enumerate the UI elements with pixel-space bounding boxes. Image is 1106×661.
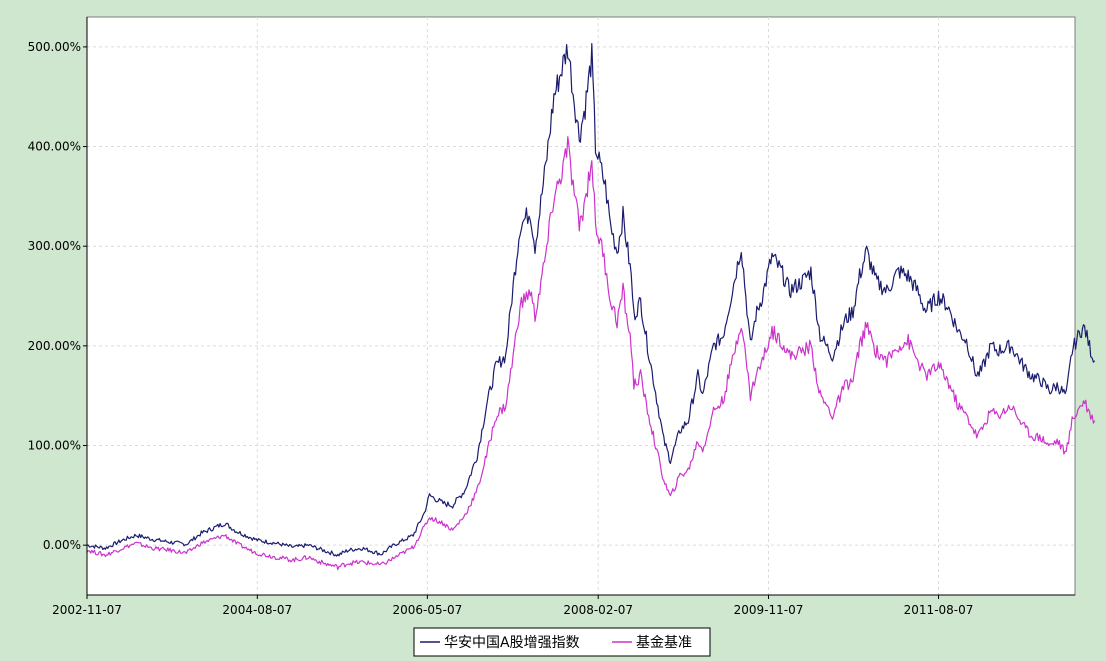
legend-box <box>413 627 711 657</box>
legend-label-series-1: 华安中国A股增强指数 <box>444 635 580 651</box>
y-tick-label: 0.00% <box>43 538 81 552</box>
y-tick-label: 200.00% <box>28 339 81 353</box>
x-tick-label: 2006-05-07 <box>392 603 462 617</box>
x-tick-label: 2011-08-07 <box>904 603 974 617</box>
y-tick-label: 500.00% <box>28 40 81 54</box>
x-tick-label: 2009-11-07 <box>734 603 804 617</box>
x-tick-label: 2002-11-07 <box>52 603 122 617</box>
plot-background <box>86 16 1076 596</box>
series-line-1 <box>86 42 1096 557</box>
gridlines <box>86 17 1075 595</box>
series-layer <box>86 42 1096 571</box>
series-line-2 <box>86 136 1096 571</box>
x-tick-label: 2008-02-07 <box>563 603 633 617</box>
x-tick-label: 2004-08-07 <box>222 603 292 617</box>
legend: 华安中国A股增强指数 基金基准 <box>413 627 711 657</box>
axes: 0.00% 100.00% 200.00% 300.00% 400.00% 500.00%… <box>28 17 1075 617</box>
y-tick-label: 300.00% <box>28 239 81 253</box>
legend-label-series-2: 基金基准 <box>636 634 692 651</box>
y-tick-label: 100.00% <box>28 439 81 453</box>
y-tick-label: 400.00% <box>28 140 81 154</box>
